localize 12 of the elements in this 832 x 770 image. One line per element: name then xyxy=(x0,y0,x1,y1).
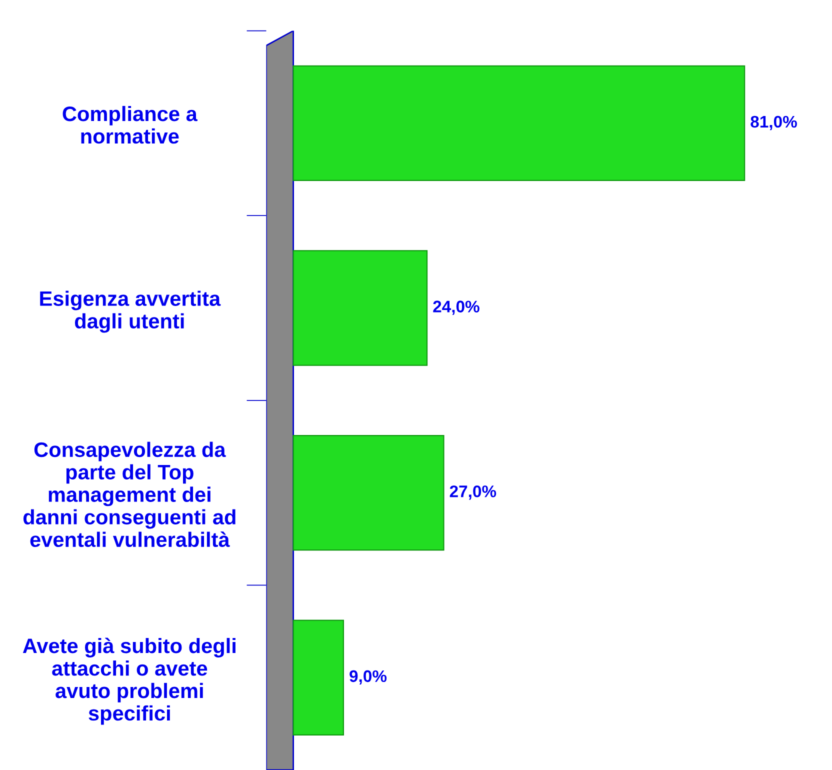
data-label: 24,0% xyxy=(433,300,480,315)
y-tick-label: Consapevolezza da parte del Top management dei danni conseguenti ad eventali vulnerabiltà xyxy=(23,442,236,548)
data-label: 27,0% xyxy=(450,485,496,500)
data-label: 81,0% xyxy=(750,116,797,130)
bar xyxy=(292,250,428,366)
y-tick-label: Compliance a normative xyxy=(62,106,198,144)
data-label: 9,0% xyxy=(350,670,387,684)
bar xyxy=(292,620,344,736)
y-tick-label: Avete già subito degli attacchi o avete avuto problemi specifici xyxy=(22,638,236,725)
bar xyxy=(292,434,444,551)
bar xyxy=(292,65,746,182)
y-tick-label: Esigenza avvertita dagli utenti xyxy=(40,290,221,333)
